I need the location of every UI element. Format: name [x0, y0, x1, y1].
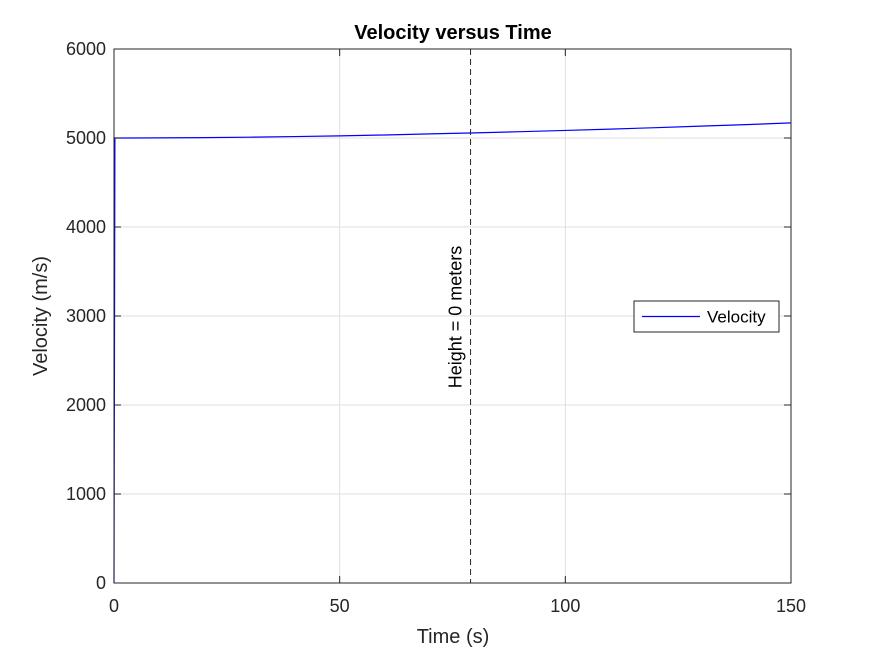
series-line-velocity [113, 122, 792, 584]
annotations: Height = 0 meters [446, 49, 472, 583]
plot-area [113, 122, 792, 584]
legend: Velocity [633, 300, 780, 333]
x-tick-label: 100 [550, 596, 580, 616]
tick-labels: 0 50 100 150 0 1000 2000 3000 4000 5000 6000 [66, 39, 806, 616]
axes [113, 48, 792, 584]
y-tick-label: 1000 [66, 484, 106, 504]
y-tick-label: 5000 [66, 128, 106, 148]
y-axis-label: Velocity (m/s) [30, 256, 52, 376]
x-tick-label: 150 [776, 596, 806, 616]
y-tick-label: 3000 [66, 306, 106, 326]
y-tick-label: 0 [96, 573, 106, 593]
height-zero-annotation: Height = 0 meters [446, 246, 466, 389]
x-axis-label: Time (s) [417, 626, 490, 648]
legend-entry-velocity: Velocity [707, 308, 766, 327]
y-tick-label: 4000 [66, 217, 106, 237]
x-tick-label: 0 [109, 596, 119, 616]
x-tick-label: 50 [330, 596, 350, 616]
y-tick-label: 2000 [66, 395, 106, 415]
chart-title: Velocity versus Time [354, 22, 552, 44]
y-tick-label: 6000 [66, 39, 106, 59]
